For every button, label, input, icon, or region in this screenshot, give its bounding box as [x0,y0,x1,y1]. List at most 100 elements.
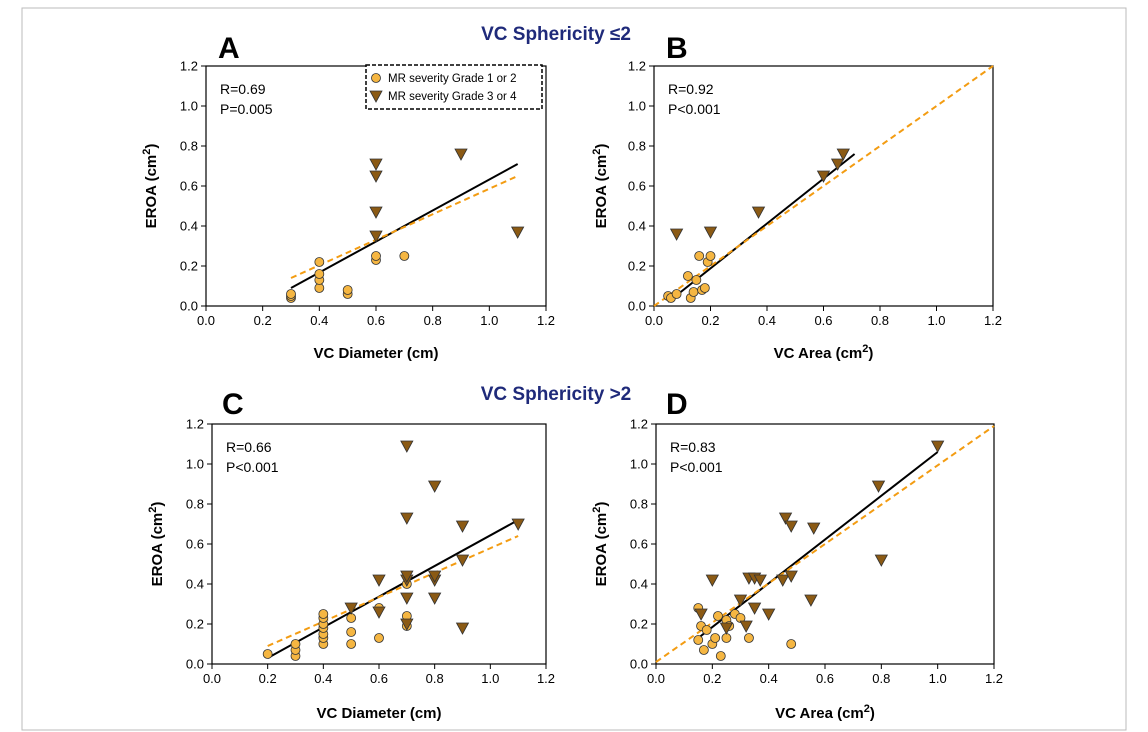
point-grade-3-4 [369,206,383,219]
point-grade-3-4 [753,574,767,587]
y-tick-label: 0.8 [630,497,648,512]
x-tick-label: 0.2 [701,313,719,328]
point-grade-1-2 [699,283,710,293]
point-grade-1-2 [744,633,754,643]
x-tick-label: 1.2 [985,671,1003,686]
point-grade-3-4 [372,574,386,587]
stat-p: P=0.005 [220,101,273,117]
x-tick-label: 0.4 [760,671,778,686]
x-tick-label: 0.6 [814,313,832,328]
legend-label: MR severity Grade 1 or 2 [388,73,516,85]
x-tick-label: 0.6 [367,313,385,328]
x-tick-label: 0.6 [816,671,834,686]
point-grade-3-4 [400,618,414,631]
point-grade-3-4 [372,606,386,619]
point-grade-3-4 [427,570,442,583]
y-axis-label: EROA (cm2) [141,144,160,229]
x-tick-label: 1.0 [481,671,499,686]
point-grade-3-4 [703,226,718,239]
point-grade-1-2 [694,251,705,261]
x-tick-label: 0.2 [703,671,721,686]
point-grade-1-2 [715,651,726,661]
y-tick-label: 1.2 [186,417,204,432]
point-grade-3-4 [747,602,762,615]
point-grade-1-2 [671,289,682,299]
point-grade-3-4 [739,620,753,633]
point-grade-3-4 [455,520,470,533]
y-tick-label: 1.2 [180,59,198,74]
point-grade-1-2 [286,289,296,299]
y-axis-label: EROA (cm2) [591,144,610,229]
y-tick-label: 0.6 [180,179,198,194]
point-grade-3-4 [784,570,798,583]
panel-letter: B [666,32,688,65]
x-tick-label: 1.0 [927,313,945,328]
legend-box [365,64,543,110]
y-tick-label: 0.2 [628,259,646,274]
panel-a: 0.0 0.2 0.4 0.6 0.8 1.0 1.2 0.0 0.2 0.4 0.6 0.8 1.0 1… [141,32,555,362]
y-axis-label: EROA (cm2) [591,502,610,587]
point-grade-3-4 [344,602,358,615]
x-tick-label: 0.0 [203,671,221,686]
point-grade-3-4 [874,554,889,567]
point-grade-3-4 [400,592,414,605]
x-tick-label: 1.2 [537,671,555,686]
stat-p: P<0.001 [668,101,721,117]
fit-line-dashed [655,425,995,663]
point-grade-1-2 [314,269,325,279]
y-tick-label: 0.0 [628,299,646,314]
x-axis-label: VC Area (cm2) [774,343,874,362]
x-tick-label: 0.0 [197,313,215,328]
x-tick-label: 0.0 [645,313,663,328]
point-grade-3-4 [400,440,414,453]
point-grade-3-4 [669,228,684,241]
point-grade-1-2 [713,611,723,621]
point-grade-1-2 [346,639,357,649]
x-tick-label: 0.4 [310,313,328,328]
x-tick-label: 0.4 [758,313,776,328]
point-grade-1-2 [314,257,325,267]
x-tick-label: 0.4 [314,671,332,686]
point-grade-3-4 [510,226,525,239]
x-tick-label: 0.6 [370,671,388,686]
x-tick-label: 0.2 [259,671,277,686]
stat-p: P<0.001 [670,459,723,475]
x-tick-label: 0.8 [424,313,442,328]
x-tick-label: 0.2 [254,313,272,328]
point-grade-1-2 [374,633,384,643]
x-tick-label: 0.8 [871,313,889,328]
fit-line-solid [697,451,939,639]
point-grade-3-4 [454,148,468,161]
point-grade-1-2 [693,635,704,645]
point-grade-3-4 [369,230,383,243]
y-tick-label: 0.8 [180,139,198,154]
y-tick-label: 1.2 [628,59,646,74]
panel-letter: C [222,388,244,421]
y-tick-label: 0.2 [180,259,198,274]
x-tick-label: 0.8 [426,671,444,686]
x-tick-label: 1.0 [480,313,498,328]
point-grade-1-2 [710,633,721,643]
y-tick-label: 0.4 [186,577,204,592]
point-grade-1-2 [698,645,709,655]
panel-b: 0.0 0.2 0.4 0.6 0.8 1.0 1.2 0.0 0.2 0.4 0.6 0.8 1.0 1… [591,32,1002,362]
point-grade-3-4 [400,512,414,525]
point-grade-3-4 [369,170,383,183]
point-grade-3-4 [427,480,442,493]
y-tick-label: 0.4 [180,219,198,234]
fit-line-dashed [290,175,519,279]
point-grade-1-2 [701,625,712,635]
point-grade-1-2 [688,287,699,297]
y-tick-label: 0.0 [630,657,648,672]
y-tick-label: 0.2 [186,617,204,632]
y-tick-label: 1.0 [628,99,646,114]
point-grade-1-2 [290,639,301,649]
point-grade-1-2 [346,627,357,637]
stat-r: R=0.92 [668,81,714,97]
point-grade-3-4 [830,158,845,171]
point-grade-1-2 [346,613,357,623]
point-grade-3-4 [511,518,525,531]
point-grade-3-4 [427,592,442,605]
point-grade-3-4 [816,170,831,183]
y-tick-label: 0.6 [630,537,648,552]
